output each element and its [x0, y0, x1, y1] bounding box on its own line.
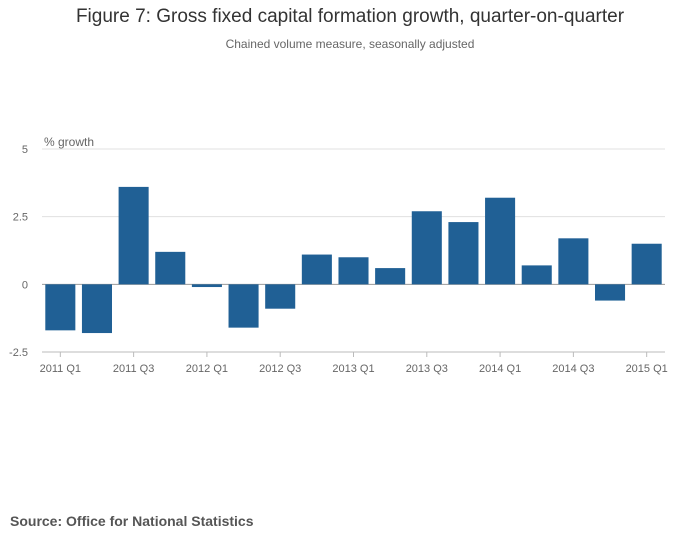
bar	[448, 222, 479, 285]
y-tick-label: -2.5	[9, 347, 28, 359]
y-tick-label: 0	[22, 279, 28, 291]
x-tick-label: 2013 Q1	[332, 363, 374, 375]
bar	[411, 211, 442, 285]
bar	[521, 265, 552, 285]
bar	[228, 284, 259, 328]
y-axis-label: % growth	[44, 135, 94, 149]
bar	[301, 254, 332, 285]
bar-chart: -2.5 0 2.5 5 % growth 2011 Q1 2011 Q3 2012 Q1 20…	[9, 135, 668, 375]
x-tick-label: 2015 Q1	[626, 363, 668, 375]
bar	[558, 238, 589, 285]
bar	[631, 243, 662, 285]
y-tick-label: 5	[22, 144, 28, 156]
bar	[81, 284, 112, 334]
bar	[485, 197, 516, 285]
bar	[155, 251, 186, 285]
bar	[118, 186, 149, 285]
x-tick-label: 2011 Q1	[40, 363, 81, 375]
x-tick-label: 2011 Q3	[113, 363, 154, 375]
bar	[595, 284, 626, 301]
x-tick-label: 2012 Q1	[186, 363, 228, 375]
x-tick-label: 2014 Q1	[479, 363, 521, 375]
bar	[45, 284, 76, 331]
source-note: Source: Office for National Statistics	[10, 513, 254, 529]
chart-subtitle: Chained volume measure, seasonally adjus…	[225, 37, 475, 51]
x-tick-label: 2012 Q3	[259, 363, 301, 375]
bar	[338, 257, 369, 285]
chart-title: Figure 7: Gross fixed capital formation …	[75, 6, 625, 27]
y-tick-label: 2.5	[13, 212, 28, 224]
bar	[191, 284, 222, 288]
x-tick-label: 2013 Q3	[406, 363, 448, 375]
bar	[375, 268, 406, 285]
bar	[265, 284, 296, 309]
x-tick-label: 2014 Q3	[552, 363, 594, 375]
